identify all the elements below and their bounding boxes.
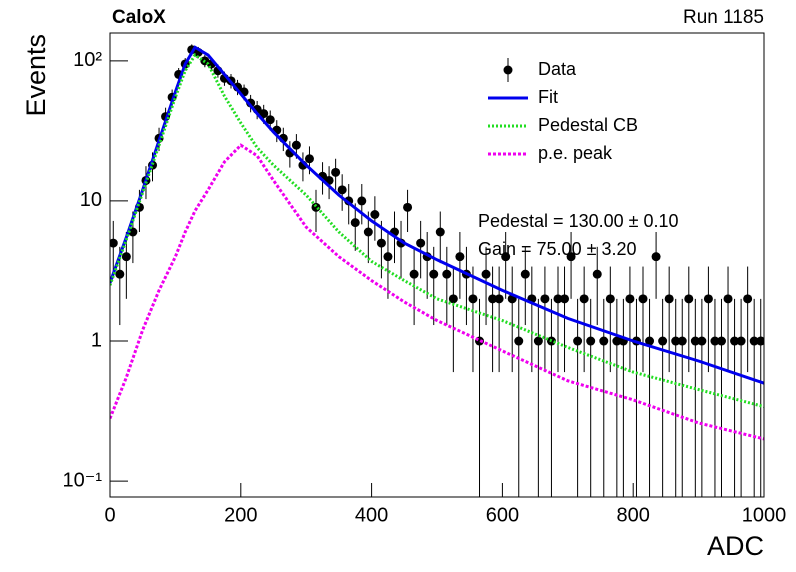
data-point: [645, 336, 655, 346]
data-point: [265, 115, 275, 125]
run-label: Run 1185: [683, 7, 764, 28]
data-point: [409, 269, 419, 279]
data-point: [697, 336, 707, 346]
data-point: [658, 336, 668, 346]
x-tick-label: 0: [104, 504, 115, 526]
data-point: [677, 336, 687, 346]
data-point: [586, 336, 596, 346]
fit-parameter: Gain = 75.00 ± 3.20: [478, 239, 637, 259]
data-point: [337, 185, 347, 195]
data-point: [703, 294, 713, 304]
data-point: [357, 196, 367, 206]
data-point: [429, 269, 439, 279]
legend-label: Data: [538, 59, 577, 79]
data-point: [605, 294, 615, 304]
data-point: [566, 252, 576, 262]
data-point: [716, 336, 726, 346]
data-point: [403, 202, 413, 212]
y-tick-label: 10⁻¹: [63, 469, 103, 491]
legend-label: p.e. peak: [538, 143, 613, 163]
data-point: [651, 252, 661, 262]
data-point: [448, 294, 458, 304]
data-point: [520, 269, 530, 279]
data-point: [115, 269, 125, 279]
data-point: [560, 294, 570, 304]
legend-marker: [503, 65, 513, 75]
y-tick-label: 10²: [73, 49, 102, 71]
curve: [110, 45, 764, 385]
data-point: [573, 336, 583, 346]
data-point: [638, 294, 648, 304]
data-point: [514, 336, 524, 346]
data-point: [664, 294, 674, 304]
data-point: [121, 252, 131, 262]
data-point: [110, 238, 118, 248]
data-point: [259, 109, 269, 119]
y-tick-label: 10: [80, 189, 102, 211]
data-point: [625, 294, 635, 304]
chart-title: CaloX: [112, 7, 166, 28]
data-point: [416, 238, 426, 248]
x-axis-label: ADC: [707, 531, 764, 561]
data-point: [671, 336, 681, 346]
x-tick-label: 400: [355, 504, 388, 526]
data-point: [435, 227, 445, 237]
data-point: [710, 336, 720, 346]
data-point: [736, 336, 746, 346]
data-point: [481, 269, 491, 279]
data-point: [553, 294, 563, 304]
data-point: [690, 336, 700, 346]
data-point: [488, 294, 498, 304]
data-point: [331, 167, 341, 177]
x-tick-label: 600: [486, 504, 519, 526]
x-tick-label: 800: [617, 504, 650, 526]
plot-area: [110, 44, 764, 497]
curve: [110, 52, 764, 409]
data-point: [756, 336, 764, 346]
x-tick-label: 1000: [742, 504, 787, 526]
data-point: [743, 294, 753, 304]
data-point: [376, 238, 386, 248]
data-point: [730, 336, 740, 346]
legend-label: Pedestal CB: [538, 115, 638, 135]
data-point: [723, 294, 733, 304]
frame: [109, 32, 765, 498]
data-point: [363, 227, 373, 237]
y-tick-label: 1: [91, 329, 102, 351]
data-point: [494, 294, 504, 304]
data-point: [350, 218, 360, 228]
data-point: [128, 227, 138, 237]
data-point: [599, 336, 609, 346]
fit-parameter: Pedestal = 130.00 ± 0.10: [478, 211, 679, 231]
x-tick-label: 200: [224, 504, 257, 526]
data-point: [749, 336, 759, 346]
curve: [110, 143, 764, 441]
data-point: [383, 252, 393, 262]
data-point: [612, 336, 622, 346]
y-axis-label: Events: [21, 34, 51, 117]
data-point: [684, 294, 694, 304]
data-point: [592, 269, 602, 279]
data-point: [304, 154, 314, 164]
data-point: [579, 294, 589, 304]
data-point: [291, 140, 301, 150]
legend-label: Fit: [538, 87, 558, 107]
data-point: [540, 294, 550, 304]
data-point: [533, 336, 543, 346]
data-point: [468, 294, 478, 304]
data-point: [442, 269, 452, 279]
data-point: [501, 252, 511, 262]
data-point: [370, 209, 380, 219]
data-point: [455, 252, 465, 262]
